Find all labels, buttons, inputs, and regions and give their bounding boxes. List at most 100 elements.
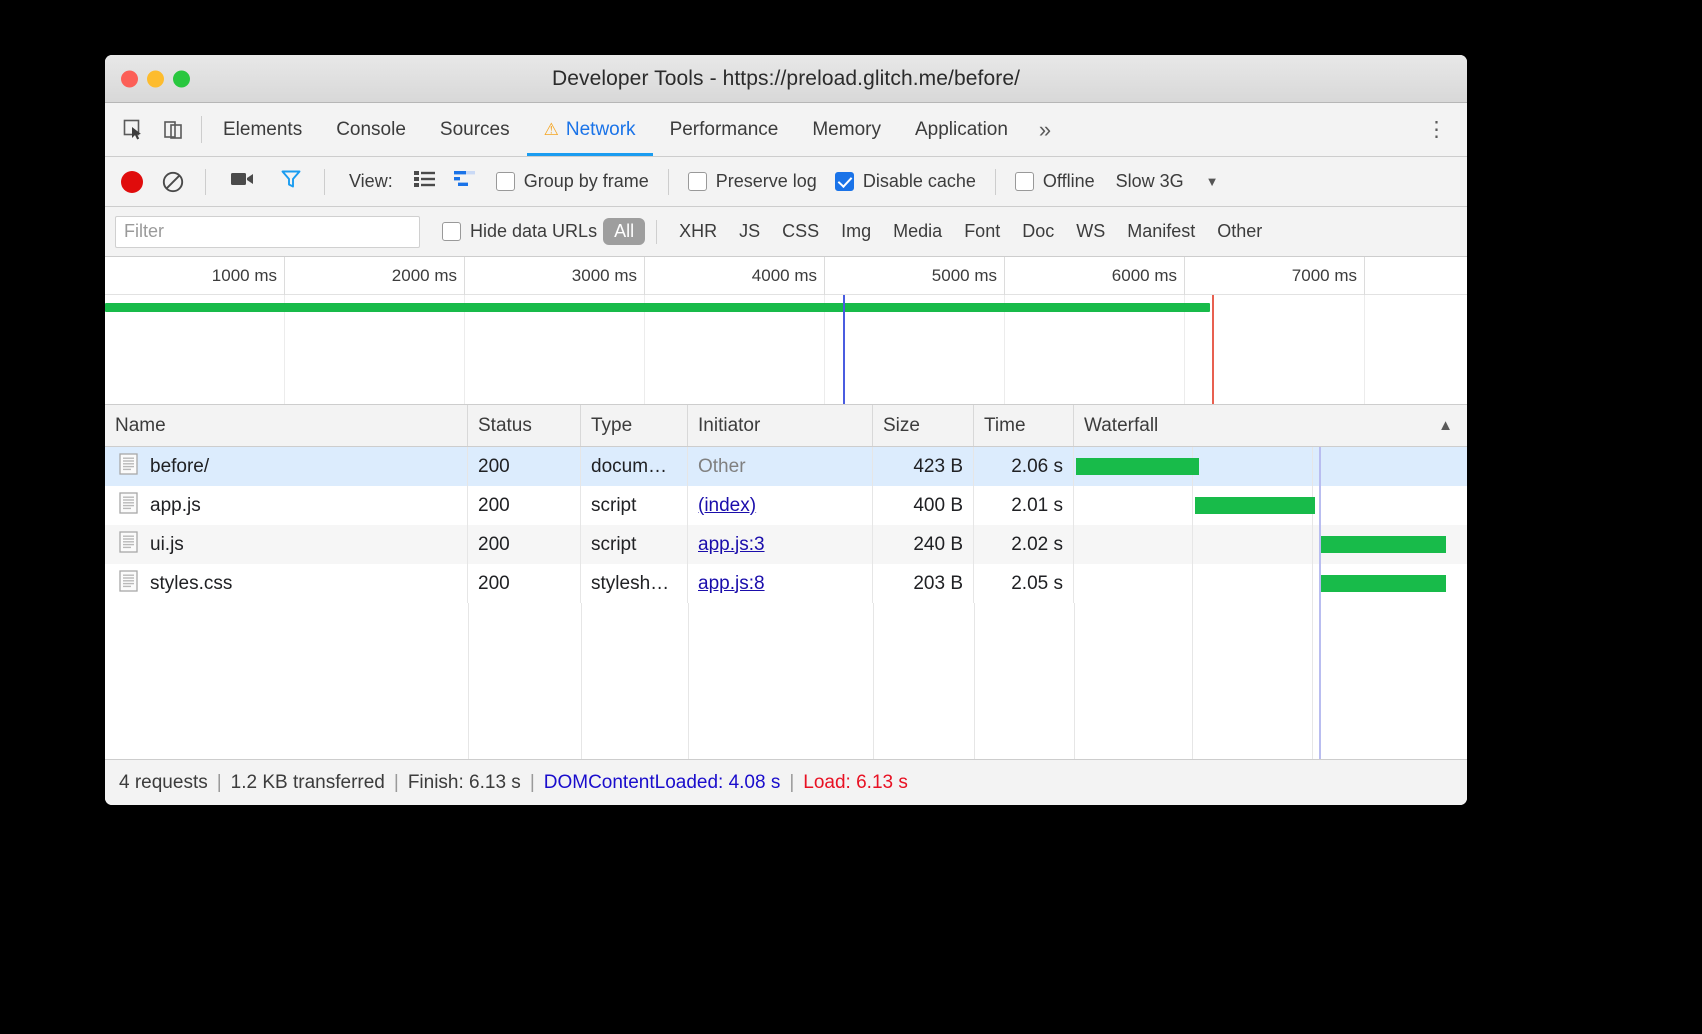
filter-type-img[interactable]: Img <box>841 221 872 241</box>
devtools-tabs: Elements Console Sources ⚠ Network Perfo… <box>206 103 1065 156</box>
tab-performance[interactable]: Performance <box>653 103 796 156</box>
toolbar-divider-4 <box>994 168 996 195</box>
filter-type-manifest[interactable]: Manifest <box>1127 221 1196 241</box>
cell-name[interactable]: before/ <box>105 447 468 486</box>
device-toolbar-icon[interactable] <box>161 117 187 143</box>
inspect-element-icon[interactable] <box>121 117 147 143</box>
table-row[interactable]: ui.js 200 script app.js:3 240 B 2.02 s <box>105 525 1467 564</box>
overview-tick: 1000 ms <box>105 257 285 295</box>
filter-type-all[interactable]: All <box>603 218 646 245</box>
waterfall-bar <box>1076 458 1199 475</box>
filter-type-js[interactable]: JS <box>739 221 761 241</box>
cell-size: 203 B <box>873 564 974 603</box>
column-header-type[interactable]: Type <box>581 405 688 446</box>
overview-gridline <box>825 295 1005 404</box>
cell-name[interactable]: ui.js <box>105 525 468 564</box>
tab-memory[interactable]: Memory <box>795 103 898 156</box>
column-rule <box>581 603 582 776</box>
overview-gridline <box>645 295 825 404</box>
table-header-row: Name Status Type Initiator Size Time Wat… <box>105 405 1467 447</box>
checkbox-box[interactable] <box>442 222 461 241</box>
overview-load-line <box>1212 295 1214 404</box>
filter-divider <box>656 219 658 244</box>
throttling-select[interactable]: Slow 3G <box>1115 171 1184 191</box>
waterfall-dcl-line <box>1319 564 1321 603</box>
column-header-status[interactable]: Status <box>468 405 581 446</box>
cell-initiator[interactable]: (index) <box>688 486 873 525</box>
column-header-waterfall[interactable]: Waterfall ▲ <box>1074 405 1467 446</box>
column-header-size[interactable]: Size <box>873 405 974 446</box>
waterfall-bar <box>1321 575 1446 592</box>
more-options-icon[interactable]: ⋮ <box>1426 118 1447 141</box>
cell-waterfall <box>1074 525 1467 564</box>
tab-sources[interactable]: Sources <box>423 103 527 156</box>
checkbox-box[interactable] <box>834 172 854 191</box>
cell-status: 200 <box>468 525 581 564</box>
sort-indicator-icon: ▲ <box>1438 417 1453 434</box>
toolbar-divider-1 <box>205 168 206 195</box>
cell-initiator[interactable]: app.js:3 <box>688 525 873 564</box>
table-row[interactable]: app.js 200 script (index) 400 B 2.01 s <box>105 486 1467 525</box>
tab-console[interactable]: Console <box>319 103 423 156</box>
status-finish: Finish: 6.13 s <box>407 771 521 793</box>
devtools-window: Developer Tools - https://preload.glitch… <box>105 55 1467 805</box>
filter-toggle-icon[interactable] <box>280 168 302 195</box>
checkbox-box[interactable] <box>687 172 707 191</box>
list-view-icon[interactable] <box>413 169 437 194</box>
column-header-initiator[interactable]: Initiator <box>688 405 873 446</box>
status-separator: | <box>529 771 535 793</box>
cell-name[interactable]: app.js <box>105 486 468 525</box>
cell-time: 2.01 s <box>974 486 1074 525</box>
offline-label: Offline <box>1042 171 1095 191</box>
status-separator: | <box>789 771 795 793</box>
waterfall-dcl-line <box>1319 447 1321 486</box>
filter-type-css[interactable]: CSS <box>782 221 820 241</box>
overview-gridline <box>105 295 285 404</box>
filter-type-font[interactable]: Font <box>964 221 1001 241</box>
initiator-link[interactable]: app.js:8 <box>698 572 765 594</box>
tab-application[interactable]: Application <box>898 103 1025 156</box>
checkbox-box[interactable] <box>495 172 515 191</box>
zoom-button[interactable] <box>173 70 190 87</box>
close-button[interactable] <box>121 70 138 87</box>
tab-network[interactable]: ⚠ Network <box>526 103 653 156</box>
table-row[interactable]: styles.css 200 stylesh… app.js:8 203 B 2… <box>105 564 1467 603</box>
cell-type: stylesh… <box>581 564 688 603</box>
group-by-frame-checkbox[interactable]: Group by frame <box>495 171 649 192</box>
network-overview[interactable]: 1000 ms 2000 ms 3000 ms 4000 ms 5000 ms … <box>105 257 1467 405</box>
filter-type-doc[interactable]: Doc <box>1022 221 1055 241</box>
filter-type-ws[interactable]: WS <box>1076 221 1106 241</box>
clear-icon[interactable] <box>161 170 185 194</box>
offline-checkbox[interactable]: Offline <box>1014 171 1095 192</box>
filter-type-media[interactable]: Media <box>893 221 943 241</box>
cell-name[interactable]: styles.css <box>105 564 468 603</box>
record-button[interactable] <box>121 170 143 193</box>
column-header-name[interactable]: Name <box>105 405 468 446</box>
waterfall-view-icon[interactable] <box>453 169 479 194</box>
hide-data-urls-checkbox[interactable]: Hide data URLs <box>442 221 597 242</box>
filter-type-xhr[interactable]: XHR <box>679 221 718 241</box>
cell-time: 2.02 s <box>974 525 1074 564</box>
preserve-log-checkbox[interactable]: Preserve log <box>687 171 817 192</box>
minimize-button[interactable] <box>147 70 164 87</box>
initiator-link[interactable]: (index) <box>698 494 757 516</box>
more-tabs-icon[interactable]: » <box>1038 116 1052 142</box>
tab-elements[interactable]: Elements <box>206 103 319 156</box>
waterfall-gridline <box>1192 525 1193 564</box>
waterfall-dcl-line <box>1319 603 1321 776</box>
overview-body[interactable] <box>105 295 1467 404</box>
tab-label: Memory <box>812 118 881 140</box>
traffic-lights <box>121 70 190 87</box>
initiator-link[interactable]: app.js:3 <box>698 533 765 555</box>
document-icon <box>119 452 138 481</box>
disable-cache-checkbox[interactable]: Disable cache <box>834 171 976 192</box>
cell-status: 200 <box>468 486 581 525</box>
column-header-time[interactable]: Time <box>974 405 1074 446</box>
chevron-down-icon[interactable]: ▼ <box>1205 174 1219 189</box>
filter-input[interactable] <box>115 215 420 248</box>
table-row[interactable]: before/ 200 docum… Other 423 B 2.06 s <box>105 447 1467 486</box>
filter-type-other[interactable]: Other <box>1217 221 1263 241</box>
cell-initiator[interactable]: app.js:8 <box>688 564 873 603</box>
capture-screenshots-icon[interactable] <box>230 169 256 194</box>
checkbox-box[interactable] <box>1014 172 1034 191</box>
